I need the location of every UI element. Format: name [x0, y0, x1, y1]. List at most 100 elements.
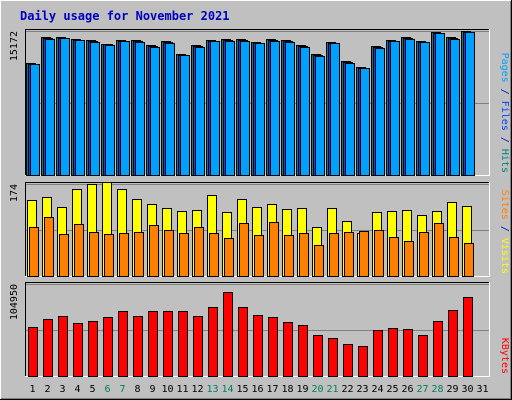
bar-pages-day-15	[240, 41, 250, 176]
x-tick-label-20: 20	[311, 384, 323, 395]
x-tick-label-8: 8	[134, 384, 140, 395]
bar-pages-day-9	[150, 47, 160, 176]
y-axis-label-part-middle-0: Sites	[499, 190, 510, 220]
bar-kbytes-day-17	[268, 317, 278, 377]
bar-pages-day-8	[135, 42, 145, 176]
x-tick-label-27: 27	[416, 384, 428, 395]
bar-pages-day-1	[30, 64, 40, 176]
bar-sites-day-24	[374, 230, 384, 277]
y-max-label-bottom: 104950	[9, 284, 20, 320]
bar-kbytes-day-19	[298, 325, 308, 377]
bar-pages-day-25	[390, 41, 400, 176]
x-tick-label-29: 29	[446, 384, 458, 395]
x-tick-label-7: 7	[119, 384, 125, 395]
bar-sites-day-25	[389, 237, 399, 277]
x-tick-label-11: 11	[176, 384, 188, 395]
bar-sites-day-14	[224, 238, 234, 277]
bar-pages-day-28	[435, 33, 445, 176]
bar-kbytes-day-30	[463, 297, 473, 377]
panels-layer: 15172 Pages / Files / Hits 174 Sites / Visi…	[9, 29, 510, 377]
bar-pages-day-24	[375, 48, 385, 176]
x-tick-label-17: 17	[266, 384, 278, 395]
bar-kbytes-day-27	[418, 335, 428, 377]
bar-kbytes-day-20	[313, 335, 323, 377]
bar-pages-day-2	[45, 39, 55, 176]
x-tick-label-6: 6	[104, 384, 110, 395]
bar-pages-day-3	[60, 38, 70, 176]
bar-sites-day-18	[284, 235, 294, 277]
bar-kbytes-day-29	[448, 310, 458, 377]
bar-sites-day-15	[239, 223, 249, 277]
bar-kbytes-day-5	[88, 321, 98, 377]
panel-middle: 174 Sites / Visits	[9, 182, 510, 277]
x-tick-label-30: 30	[461, 384, 473, 395]
bar-pages-day-10	[165, 43, 175, 176]
x-tick-label-28: 28	[431, 384, 443, 395]
x-tick-label-3: 3	[59, 384, 65, 395]
bar-kbytes-day-15	[238, 307, 248, 377]
y-axis-label-part-middle-2: Visits	[499, 238, 510, 274]
x-tick-label-15: 15	[236, 384, 248, 395]
x-tick-label-22: 22	[341, 384, 353, 395]
x-tick-label-12: 12	[191, 384, 203, 395]
bar-kbytes-day-3	[58, 316, 68, 377]
bar-kbytes-day-1	[28, 327, 38, 377]
bar-sites-day-13	[209, 233, 219, 277]
y-axis-label-part-top-2: Files	[499, 101, 510, 131]
bar-pages-day-14	[225, 41, 235, 176]
y-max-label-middle: 174	[9, 184, 20, 202]
x-tick-label-24: 24	[371, 384, 383, 395]
bar-sites-day-27	[419, 232, 429, 277]
bar-kbytes-day-13	[208, 307, 218, 377]
y-axis-label-part-top-1: /	[499, 83, 510, 101]
bar-pages-day-6	[105, 45, 115, 176]
panel-top: 15172 Pages / Files / Hits	[9, 29, 510, 176]
bar-sites-day-10	[164, 230, 174, 277]
bar-kbytes-day-6	[103, 317, 113, 377]
x-tick-label-5: 5	[89, 384, 95, 395]
bar-sites-day-23	[359, 231, 369, 277]
y-axis-label-part-top-0: Pages	[499, 53, 510, 83]
x-tick-labels: 1 2 3 4 5 6 7 8 9 10 11 12 13 14 15 16 17 18 19 20 21 22 23 24 2…	[29, 384, 488, 395]
y-axis-label-part-bottom-0: KBytes	[499, 338, 510, 374]
bar-sites-day-11	[179, 233, 189, 277]
bar-pages-day-18	[285, 42, 295, 176]
bar-kbytes-day-16	[253, 315, 263, 377]
bar-kbytes-day-10	[163, 311, 173, 377]
x-tick-label-9: 9	[149, 384, 155, 395]
bar-pages-day-26	[405, 39, 415, 176]
y-axis-label-middle: Sites / Visits	[499, 190, 510, 274]
bar-sites-day-1	[29, 227, 39, 277]
bar-sites-day-22	[344, 232, 354, 277]
bar-kbytes-day-23	[358, 346, 368, 377]
panel-bottom: 104950 KBytes	[9, 282, 510, 377]
bar-kbytes-day-14	[223, 292, 233, 377]
x-tick-label-10: 10	[161, 384, 173, 395]
bar-pages-day-27	[420, 42, 430, 176]
bar-pages-day-21	[330, 43, 340, 176]
x-tick-label-31: 31	[476, 384, 488, 395]
x-tick-label-2: 2	[44, 384, 50, 395]
bar-sites-day-21	[329, 233, 339, 277]
x-tick-label-23: 23	[356, 384, 368, 395]
bar-kbytes-day-4	[73, 323, 83, 377]
bar-sites-day-6	[104, 234, 114, 277]
bar-pages-day-11	[180, 55, 190, 176]
bar-sites-day-26	[404, 241, 414, 277]
bar-pages-day-4	[75, 40, 85, 176]
bar-sites-day-3	[59, 234, 69, 277]
bar-kbytes-day-24	[373, 330, 383, 377]
bar-pages-day-5	[90, 42, 100, 176]
bar-pages-day-23	[360, 68, 370, 176]
bar-pages-day-30	[465, 32, 475, 176]
bar-kbytes-day-2	[43, 319, 53, 377]
bar-sites-day-4	[74, 224, 84, 277]
bar-pages-day-17	[270, 41, 280, 176]
bar-sites-day-12	[194, 227, 204, 277]
y-axis-label-part-middle-1: /	[499, 220, 510, 238]
bar-sites-day-28	[434, 223, 444, 277]
bar-kbytes-day-11	[178, 311, 188, 377]
bar-kbytes-day-8	[133, 316, 143, 377]
bar-kbytes-day-25	[388, 328, 398, 377]
x-tick-label-1: 1	[29, 384, 35, 395]
